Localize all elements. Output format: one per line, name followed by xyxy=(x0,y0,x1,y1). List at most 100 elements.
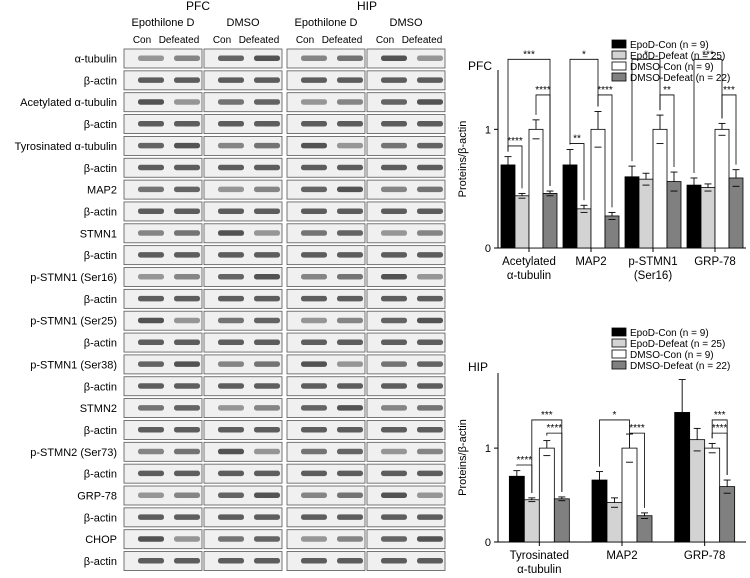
blot-band xyxy=(218,426,244,433)
blot-band xyxy=(337,470,363,477)
blot-band xyxy=(174,186,200,193)
group-label-con: Con xyxy=(376,35,394,46)
blot-band xyxy=(381,492,407,498)
blot-band xyxy=(138,514,164,520)
blot-band xyxy=(337,77,363,83)
blot-band xyxy=(417,77,443,83)
bar xyxy=(666,181,682,249)
legend-swatch xyxy=(611,50,627,60)
blot-band xyxy=(417,295,443,302)
blot-band xyxy=(337,405,363,411)
blot-band xyxy=(254,514,280,520)
bar xyxy=(714,128,730,249)
group-label-defeated: Defeated xyxy=(322,35,363,46)
significance-bracket xyxy=(711,432,728,476)
blot-row-label: β-actin xyxy=(84,206,117,218)
blot-band xyxy=(381,339,407,346)
bar xyxy=(700,187,716,249)
blot-band xyxy=(174,339,200,346)
blot-band xyxy=(417,252,443,258)
blot-band xyxy=(301,164,327,171)
region-label-hip: HIP xyxy=(357,0,377,13)
blot-band xyxy=(301,514,327,520)
blot-row-label: β-actin xyxy=(84,425,117,437)
blot-band xyxy=(218,405,244,411)
legend-label: DMSO-Con (n = 9) xyxy=(630,62,714,73)
blot-band xyxy=(138,274,164,280)
blot-band xyxy=(337,426,363,433)
blot-band xyxy=(218,274,244,280)
blot-band xyxy=(337,252,363,258)
treatment-label: Epothilone D xyxy=(295,17,358,29)
significance-label: **** xyxy=(712,423,728,434)
legend-label: DMSO-Defeat (n = 22) xyxy=(630,73,730,84)
blot-band xyxy=(138,426,164,433)
blot-band xyxy=(218,77,244,83)
bar xyxy=(686,184,702,249)
legend-label: EpoD-Con (n = 9) xyxy=(630,328,709,339)
blot-band xyxy=(254,186,280,193)
blot-band xyxy=(138,383,164,389)
blot-row-label: β-actin xyxy=(84,381,117,393)
blot-band xyxy=(218,186,244,193)
blot-band xyxy=(138,470,164,477)
blot-band xyxy=(138,361,164,367)
x-tick-label: Tyrosinated xyxy=(510,550,569,562)
blot-band xyxy=(381,295,407,302)
significance-bracket xyxy=(569,58,599,145)
significance-bracket xyxy=(599,419,630,467)
blot-band xyxy=(254,426,280,433)
blot-row-label: p-STMN1 (Ser25) xyxy=(30,316,117,328)
group-label-con: Con xyxy=(133,35,151,46)
blot-band xyxy=(138,317,164,324)
blot-band xyxy=(218,536,244,542)
blot-band xyxy=(301,186,327,193)
blot-band xyxy=(301,470,327,477)
blot-row-label: β-actin xyxy=(84,294,117,306)
legend-label: EpoD-Defeat (n = 25) xyxy=(630,339,725,350)
blot-band xyxy=(337,142,363,149)
blot-band xyxy=(417,55,443,61)
blot-band xyxy=(301,208,327,214)
blot-band xyxy=(174,142,200,149)
bar xyxy=(636,515,653,543)
blot-band xyxy=(381,558,407,564)
blot-band xyxy=(174,361,200,367)
y-tick-label: 0 xyxy=(485,243,491,255)
significance-bracket xyxy=(597,94,613,208)
bar xyxy=(719,486,736,543)
blot-band xyxy=(218,295,244,302)
blot-band xyxy=(254,383,280,389)
group-label-con: Con xyxy=(296,35,314,46)
blot-band xyxy=(381,55,407,61)
blot-band xyxy=(254,317,280,324)
blot-band xyxy=(301,252,327,258)
x-tick-label: α-tubulin xyxy=(517,564,561,576)
blot-band xyxy=(337,361,363,367)
legend-label: DMSO-Con (n = 9) xyxy=(630,350,714,361)
blot-band xyxy=(417,274,443,280)
blot-row-label: p-STMN1 (Ser38) xyxy=(30,359,117,371)
blot-band xyxy=(254,405,280,411)
blot-band xyxy=(174,405,200,411)
pfc-bar-chart: PFC Proteins/β-actin 0 1 Acetylated α-tubulin… xyxy=(457,39,746,282)
legend-label: EpoD-Defeat (n = 25) xyxy=(630,51,725,62)
blot-band xyxy=(417,470,443,477)
x-tick-label: (Ser16) xyxy=(634,270,673,282)
bar xyxy=(528,128,544,249)
blot-row-label: STMN2 xyxy=(80,403,117,415)
blot-band xyxy=(337,448,363,455)
blot-band xyxy=(417,448,443,455)
blot-band xyxy=(138,77,164,83)
chart-title: HIP xyxy=(468,360,488,374)
bar xyxy=(514,195,530,249)
treatment-label: DMSO xyxy=(227,17,260,29)
blot-band xyxy=(337,339,363,346)
bar xyxy=(500,164,516,249)
blot-band xyxy=(417,492,443,498)
blot-band xyxy=(254,558,280,564)
blot-band xyxy=(417,536,443,542)
blot-band xyxy=(301,383,327,389)
x-tick-label: Acetylated xyxy=(502,256,556,268)
blot-band xyxy=(301,339,327,346)
